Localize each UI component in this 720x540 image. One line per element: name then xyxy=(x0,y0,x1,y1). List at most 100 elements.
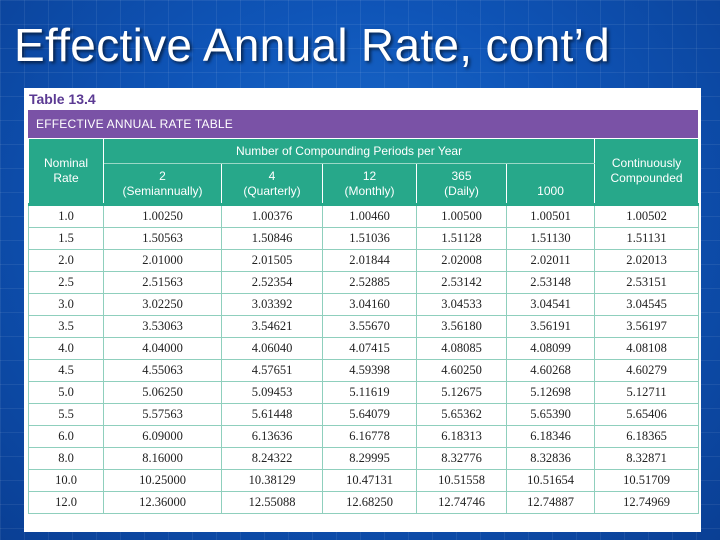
rate-cell: 5.64079 xyxy=(322,403,417,426)
table-row: 1.5 1.50563 1.50846 1.51036 1.51128 1.51130 1.… xyxy=(28,227,700,250)
rate-cell: 2.53142 xyxy=(416,271,507,294)
nominal-rate-cell: 12.0 xyxy=(28,491,104,514)
rate-cell: 10.47131 xyxy=(322,469,417,492)
rate-cell: 1.51131 xyxy=(594,227,700,250)
rate-cell: 1.00501 xyxy=(505,203,596,228)
rate-cell: 5.65390 xyxy=(505,403,596,426)
nominal-rate-cell: 1.5 xyxy=(28,227,104,250)
nominal-rate-cell: 3.0 xyxy=(28,293,104,316)
rate-cell: 3.04160 xyxy=(322,293,417,316)
rate-cell: 2.52885 xyxy=(322,271,417,294)
rate-cell: 6.18313 xyxy=(416,425,507,448)
rate-cell: 2.01000 xyxy=(103,249,222,272)
continuous-header: Continuously Compounded xyxy=(594,138,700,205)
rate-cell: 1.50563 xyxy=(103,227,222,250)
rate-cell: 4.60268 xyxy=(505,359,596,382)
rate-cell: 4.08108 xyxy=(594,337,700,360)
rate-cell: 2.51563 xyxy=(103,271,222,294)
table-row: 6.0 6.09000 6.13636 6.16778 6.18313 6.18346 6.… xyxy=(28,425,700,448)
rate-cell: 12.74887 xyxy=(505,491,596,514)
table-row: 4.5 4.55063 4.57651 4.59398 4.60250 4.60268 4.… xyxy=(28,359,700,382)
rate-cell: 1.51128 xyxy=(416,227,507,250)
period-header-line: 4 xyxy=(268,168,276,183)
table-row: 10.0 10.25000 10.38129 10.47131 10.51558 10.5… xyxy=(28,469,700,492)
nominal-rate-cell: 3.5 xyxy=(28,315,104,338)
table-row: 4.0 4.04000 4.06040 4.07415 4.08085 4.08099 4.… xyxy=(28,337,700,360)
period-header-line: 365 xyxy=(451,168,472,183)
rate-cell: 3.53063 xyxy=(103,315,222,338)
rate-cell: 4.08085 xyxy=(416,337,507,360)
rate-cell: 2.01505 xyxy=(221,249,323,272)
rate-cell: 2.52354 xyxy=(221,271,323,294)
rate-cell: 2.02011 xyxy=(505,249,596,272)
rate-cell: 3.55670 xyxy=(322,315,417,338)
nominal-rate-cell: 8.0 xyxy=(28,447,104,470)
rate-cell: 12.55088 xyxy=(221,491,323,514)
rate-cell: 3.04533 xyxy=(416,293,507,316)
nominal-rate-cell: 10.0 xyxy=(28,469,104,492)
rate-cell: 6.13636 xyxy=(221,425,323,448)
table-row: 1.0 1.00250 1.00376 1.00460 1.00500 1.00501 1.… xyxy=(28,203,700,228)
rate-cell: 6.09000 xyxy=(103,425,222,448)
rate-cell: 3.03392 xyxy=(221,293,323,316)
table-row: 2.0 2.01000 2.01505 2.01844 2.02008 2.02011 2.… xyxy=(28,249,700,272)
rate-cell: 8.24322 xyxy=(221,447,323,470)
rate-cell: 2.53148 xyxy=(505,271,596,294)
period-header-line: 1000 xyxy=(537,183,564,198)
period-header-line: 12 xyxy=(362,168,377,183)
rate-cell: 2.01844 xyxy=(322,249,417,272)
rate-cell: 4.60250 xyxy=(416,359,507,382)
rate-cell: 6.18346 xyxy=(505,425,596,448)
rate-cell: 4.55063 xyxy=(103,359,222,382)
nominal-rate-cell: 6.0 xyxy=(28,425,104,448)
rate-cell: 8.32836 xyxy=(505,447,596,470)
table-row: 3.5 3.53063 3.54621 3.55670 3.56180 3.56191 3.… xyxy=(28,315,700,338)
rate-cell: 10.25000 xyxy=(103,469,222,492)
rate-cell: 2.02013 xyxy=(594,249,700,272)
rate-cell: 4.04000 xyxy=(103,337,222,360)
rate-cell: 1.00250 xyxy=(103,203,222,228)
rate-cell: 2.53151 xyxy=(594,271,700,294)
rate-cell: 5.12698 xyxy=(505,381,596,404)
rate-cell: 4.08099 xyxy=(505,337,596,360)
continuous-header-line2: Compounded xyxy=(610,171,683,185)
continuous-header-line1: Continuously xyxy=(611,156,682,170)
rate-cell: 10.51558 xyxy=(416,469,507,492)
rate-cell: 5.12711 xyxy=(594,381,700,404)
rate-cell: 3.04545 xyxy=(594,293,700,316)
rate-cell: 6.18365 xyxy=(594,425,700,448)
rate-cell: 4.57651 xyxy=(221,359,323,382)
rate-cell: 5.11619 xyxy=(322,381,417,404)
rate-cell: 3.54621 xyxy=(221,315,323,338)
rate-cell: 12.68250 xyxy=(322,491,417,514)
rate-cell: 1.51130 xyxy=(505,227,596,250)
rate-cell: 1.00460 xyxy=(322,203,417,228)
rate-cell: 5.06250 xyxy=(103,381,222,404)
rate-cell: 1.00500 xyxy=(416,203,507,228)
rate-cell: 10.38129 xyxy=(221,469,323,492)
period-header-1: 4 (Quarterly) xyxy=(221,163,323,205)
nominal-header-line1: Nominal xyxy=(43,156,88,170)
period-header-line: (Quarterly) xyxy=(243,183,301,198)
table-row: 2.5 2.51563 2.52354 2.52885 2.53142 2.53148 2.… xyxy=(28,271,700,294)
rate-cell: 5.12675 xyxy=(416,381,507,404)
nominal-rate-cell: 2.5 xyxy=(28,271,104,294)
nominal-rate-header: Nominal Rate xyxy=(28,138,104,205)
rate-cell: 5.65406 xyxy=(594,403,700,426)
rate-cell: 3.56180 xyxy=(416,315,507,338)
rate-cell: 6.16778 xyxy=(322,425,417,448)
table-row: 12.0 12.36000 12.55088 12.68250 12.74746 12.7… xyxy=(28,491,700,514)
rate-cell: 1.00376 xyxy=(221,203,323,228)
table-banner: EFFECTIVE ANNUAL RATE TABLE xyxy=(28,110,698,138)
period-header-4: 1000 xyxy=(505,163,596,205)
nominal-header-line2: Rate xyxy=(53,171,79,185)
rate-cell: 2.02008 xyxy=(416,249,507,272)
rate-cell: 1.00502 xyxy=(594,203,700,228)
rate-cell: 4.06040 xyxy=(221,337,323,360)
table-panel: Table 13.4 EFFECTIVE ANNUAL RATE TABLE N… xyxy=(24,88,701,532)
rate-cell: 3.56191 xyxy=(505,315,596,338)
rate-cell: 5.09453 xyxy=(221,381,323,404)
nominal-rate-cell: 4.0 xyxy=(28,337,104,360)
table-row: 5.5 5.57563 5.61448 5.64079 5.65362 5.65390 5.… xyxy=(28,403,700,426)
period-header-line: 2 xyxy=(159,168,166,183)
